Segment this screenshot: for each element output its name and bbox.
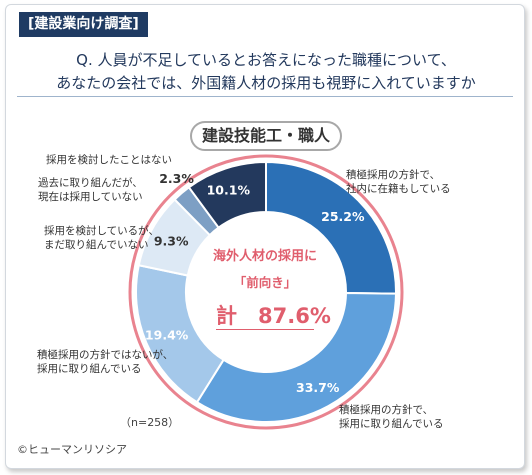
center-caption: 海外人材の採用に <box>212 249 317 264</box>
question-line-1: Q. 人員が不足しているとお答えになった職種について、 <box>76 51 456 69</box>
slice-category-label: 積極採用の方針で、 社内に在籍もしている <box>346 169 451 195</box>
slice-value-label: 33.7% <box>296 380 340 395</box>
slice-category-label: 採用を検討したことはない <box>46 154 172 166</box>
donut-slice-6 <box>187 160 267 229</box>
donut-slice-1 <box>265 160 397 295</box>
slice-value-label: 2.3% <box>159 171 194 186</box>
center-total: 計 87.6% <box>216 304 331 330</box>
accent-ring <box>128 154 404 430</box>
slice-value-label: 25.2% <box>321 209 365 224</box>
donut-slice-2 <box>195 291 398 423</box>
sample-size: （n=258） <box>120 416 180 429</box>
header-divider <box>17 96 513 97</box>
slice-category-label: 採用を検討しているが、 まだ取り組んでいない <box>44 225 159 251</box>
copyright: ©ヒューマンリソシア <box>17 443 127 456</box>
survey-tag: [建設業向け調査] <box>19 12 148 37</box>
center-caption-positive: 「前向き」 <box>233 275 297 290</box>
slice-value-label: 10.1% <box>207 182 251 197</box>
slice-category-label: 過去に取り組んだが、 現在は採用していない <box>38 177 143 203</box>
slice-value-label: 9.3% <box>154 233 189 248</box>
slice-category-label: 積極採用の方針ではないが、 採用に取り組んでいる <box>37 349 174 375</box>
category-title: 建設技能工・職人 <box>190 121 342 151</box>
slice-category-label: 積極採用の方針で、 採用に取り組んでいる <box>339 404 444 430</box>
question-line-2: あなたの会社では、外国籍人材の採用も視野に入れていますか <box>56 74 476 92</box>
slice-value-label: 19.4% <box>145 327 189 342</box>
